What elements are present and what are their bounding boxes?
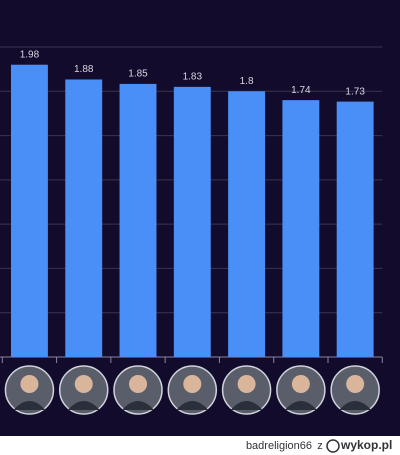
- value-label: 1.98: [20, 49, 40, 60]
- bar: [336, 101, 374, 357]
- avatar-head: [20, 375, 39, 393]
- avatar-body: [122, 401, 155, 410]
- footer-site: wykop.pl: [340, 438, 392, 452]
- bar: [65, 79, 103, 357]
- value-label: 1.85: [128, 69, 148, 80]
- footer-background: [0, 436, 400, 455]
- bar: [228, 91, 266, 358]
- avatar-body: [339, 401, 372, 410]
- site-logo: [326, 439, 340, 453]
- avatar-head: [129, 375, 148, 393]
- bar: [282, 100, 320, 358]
- avatar-body: [230, 401, 263, 410]
- avatar-head: [291, 375, 310, 393]
- avatar-body: [13, 401, 46, 410]
- value-label: 1.74: [291, 85, 311, 96]
- footer-user: badreligion66: [246, 440, 312, 452]
- avatar-body: [176, 401, 209, 410]
- value-label: 1.83: [183, 71, 203, 82]
- footer-separator: z: [317, 440, 323, 452]
- bar: [173, 86, 211, 357]
- avatar-body: [284, 401, 317, 410]
- value-label: 1.88: [74, 64, 94, 75]
- avatar-head: [74, 375, 93, 393]
- bar: [119, 83, 157, 358]
- avatar-head: [346, 375, 365, 393]
- value-label: 1.73: [345, 86, 365, 97]
- avatar-head: [237, 375, 256, 393]
- avatar-head: [183, 375, 202, 393]
- avatar-body: [67, 401, 100, 410]
- value-label: 1.8: [240, 76, 254, 87]
- bar: [10, 64, 48, 357]
